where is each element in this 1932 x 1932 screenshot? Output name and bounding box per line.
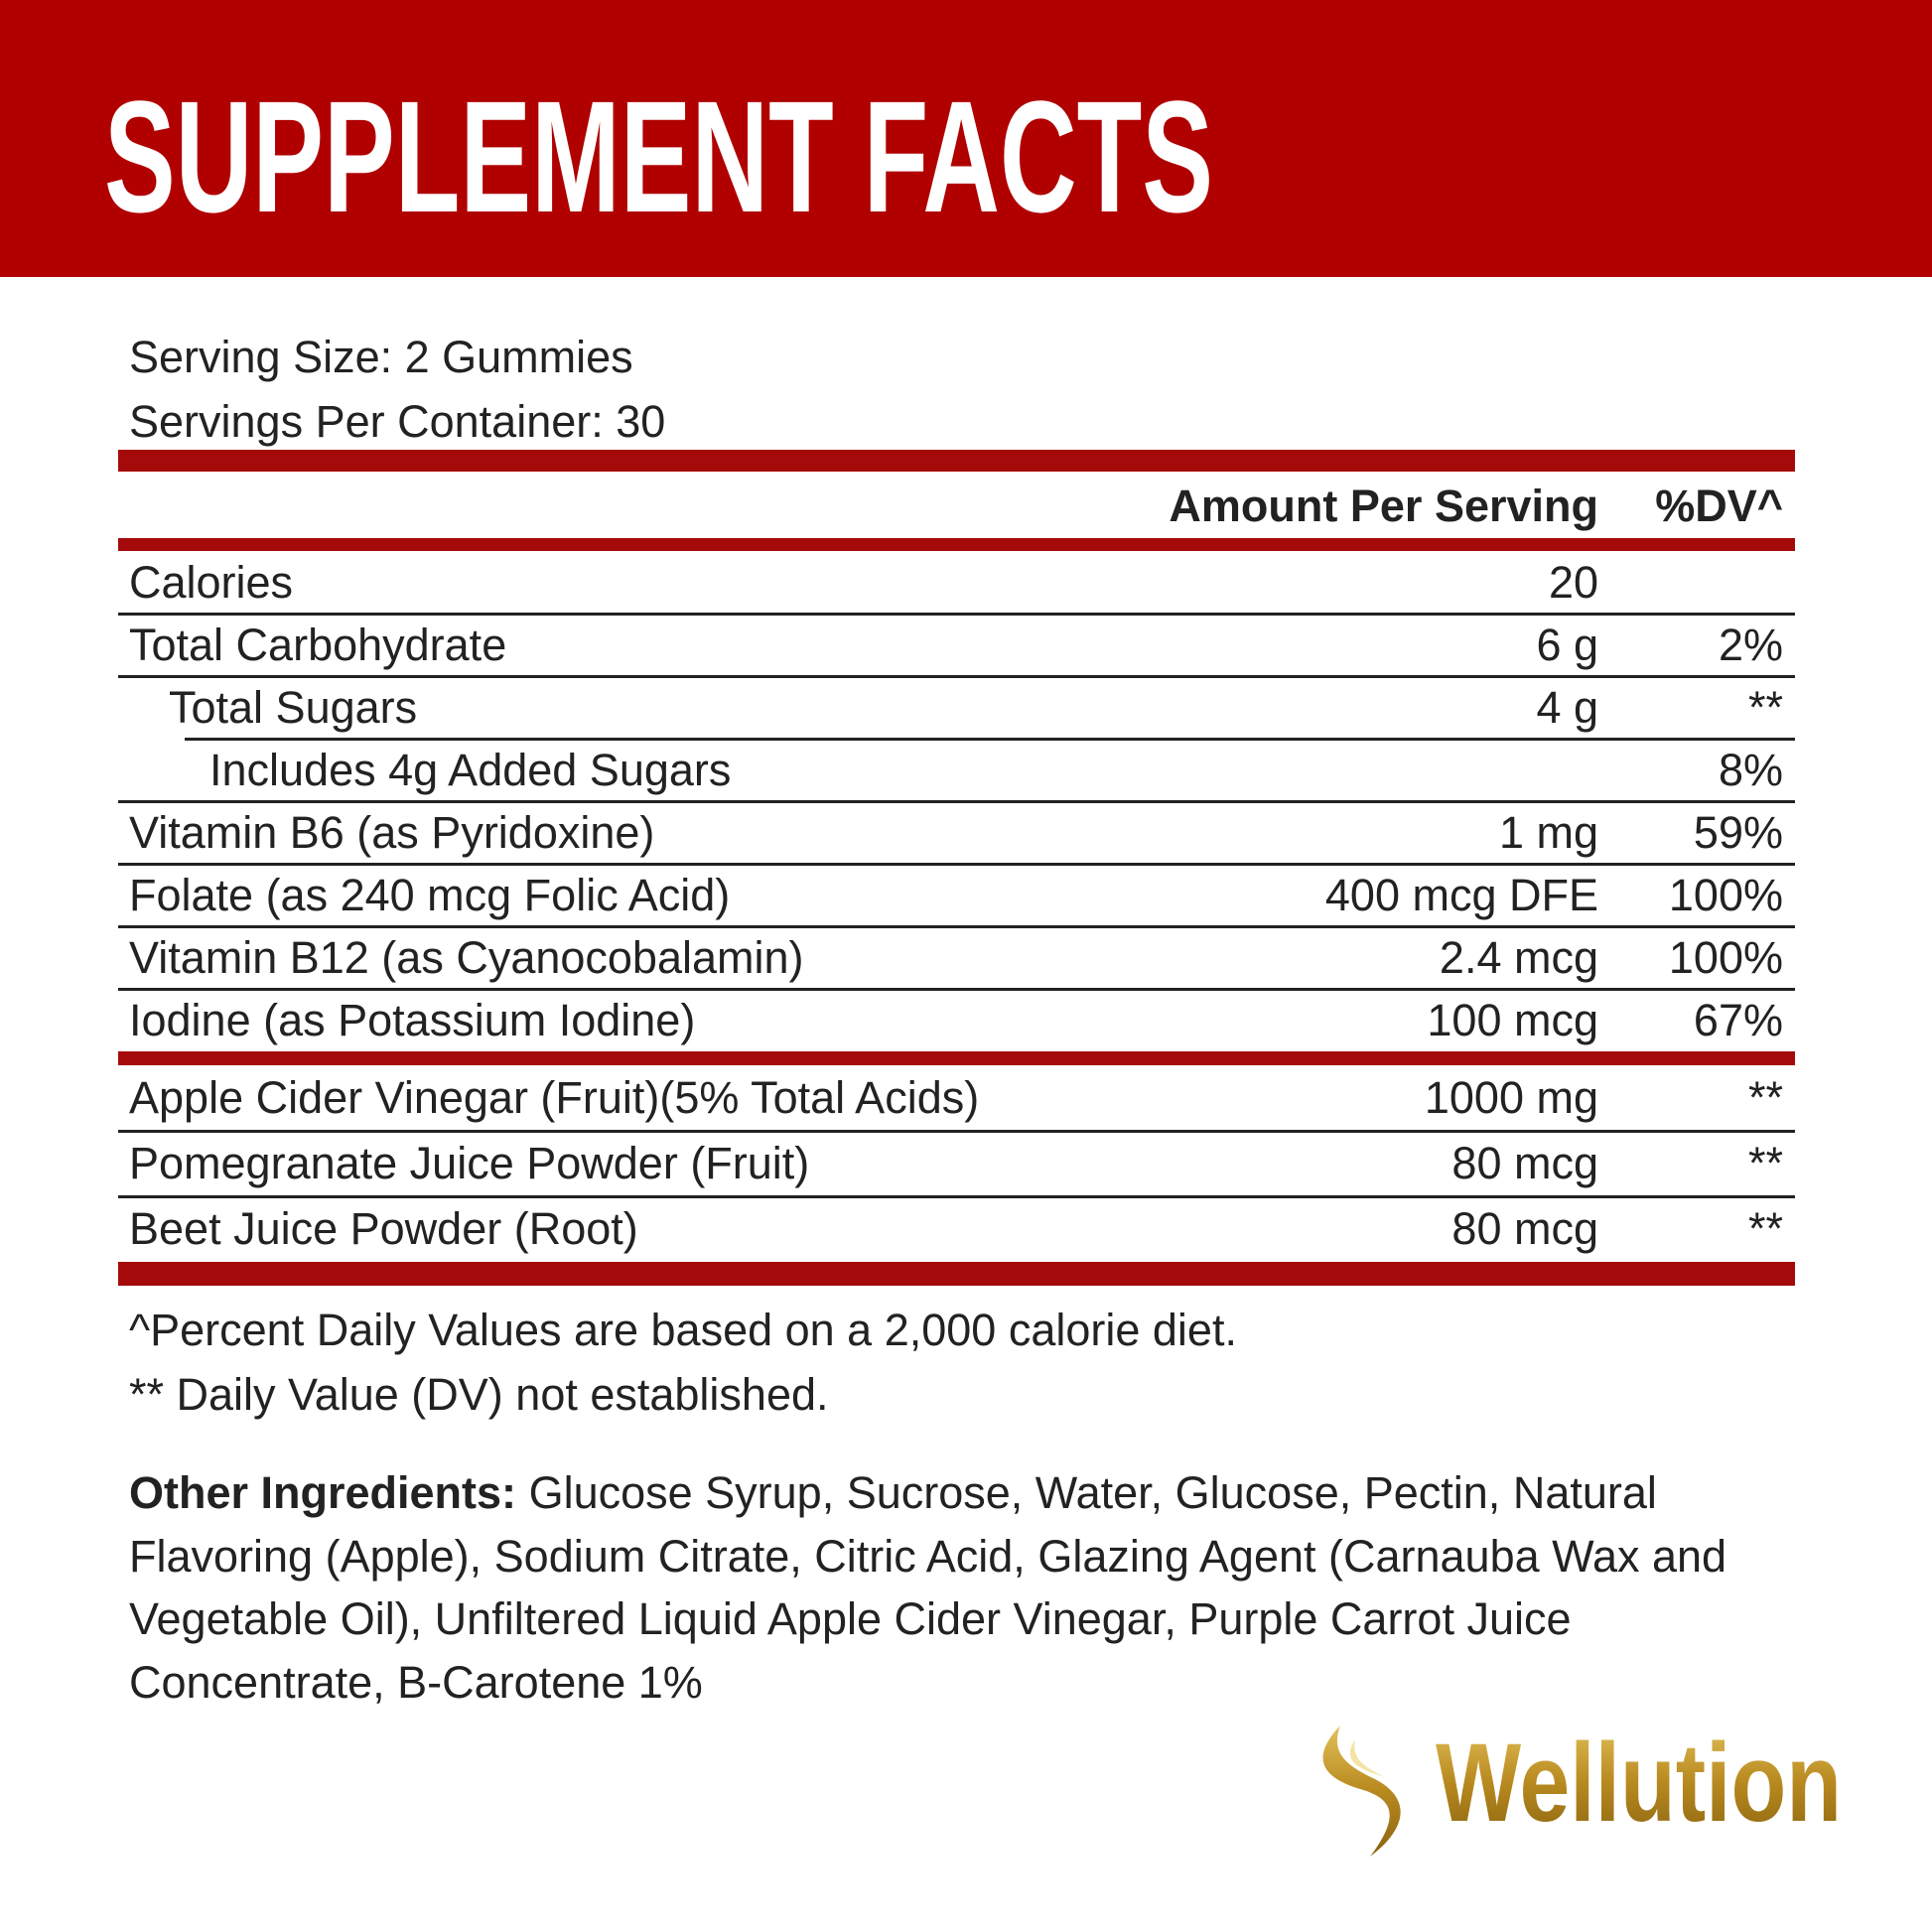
dv: 100% xyxy=(1668,932,1783,983)
nutrient: Total Sugars xyxy=(169,682,418,733)
row-line xyxy=(118,675,1795,678)
amount: 80 mcg xyxy=(1451,1138,1598,1188)
rule xyxy=(118,1262,1795,1286)
row: Beet Juice Powder (Root) 80 mcg ** xyxy=(0,1196,1932,1262)
row: Calories 20 xyxy=(0,551,1932,616)
table-header: Amount Per Serving %DV^ xyxy=(0,475,1932,537)
dv: ** xyxy=(1747,1072,1783,1123)
dv: ** xyxy=(1747,1138,1783,1188)
nutrient: Beet Juice Powder (Root) xyxy=(129,1203,638,1254)
logo-mark xyxy=(1322,1725,1401,1857)
row: Pomegranate Juice Powder (Fruit) 80 mcg ** xyxy=(0,1131,1932,1198)
amount: 6 g xyxy=(1536,620,1598,670)
row-line xyxy=(118,1130,1795,1133)
nutrient: Includes 4g Added Sugars xyxy=(209,745,732,795)
row: Includes 4g Added Sugars 8% xyxy=(0,739,1932,803)
row: Iodine (as Potassium Iodine) 100 mcg 67% xyxy=(0,989,1932,1051)
other-ingredients: Other Ingredients: Glucose Syrup, Sucros… xyxy=(129,1461,1777,1714)
amount: 2.4 mcg xyxy=(1439,932,1598,983)
dv: 100% xyxy=(1668,870,1783,920)
footnote: ** Daily Value (DV) not established. xyxy=(129,1369,829,1420)
nutrient: Vitamin B6 (as Pyridoxine) xyxy=(129,807,655,858)
row-line xyxy=(118,613,1795,616)
dv: 67% xyxy=(1693,995,1783,1045)
row: Apple Cider Vinegar (Fruit)(5% Total Aci… xyxy=(0,1065,1932,1133)
row: Folate (as 240 mcg Folic Acid) 400 mcg DF… xyxy=(0,864,1932,928)
dv: 8% xyxy=(1718,745,1783,795)
amount: 1 mg xyxy=(1498,807,1598,858)
dv-header: %DV^ xyxy=(1655,481,1783,531)
servings-per-container: Servings Per Container: 30 xyxy=(129,396,666,447)
row: Vitamin B12 (as Cyanocobalamin) 2.4 mcg 10… xyxy=(0,926,1932,991)
amount: 400 mcg DFE xyxy=(1324,870,1598,920)
amount-header: Amount Per Serving xyxy=(1169,481,1598,531)
row-line xyxy=(118,988,1795,991)
dv: ** xyxy=(1747,1203,1783,1254)
amount: 4 g xyxy=(1536,682,1598,733)
row-line xyxy=(118,925,1795,928)
nutrient: Folate (as 240 mcg Folic Acid) xyxy=(129,870,731,920)
rule xyxy=(118,538,1795,551)
amount: 100 mcg xyxy=(1427,995,1598,1045)
title: SUPPLEMENT FACTS xyxy=(104,68,1213,245)
row-line xyxy=(118,800,1795,803)
row: Total Sugars 4 g ** xyxy=(0,676,1932,741)
nutrient: Apple Cider Vinegar (Fruit)(5% Total Aci… xyxy=(129,1072,980,1123)
nutrient: Total Carbohydrate xyxy=(129,620,507,670)
rule xyxy=(118,450,1795,472)
serving-size: Serving Size: 2 Gummies xyxy=(129,332,633,382)
amount: 80 mcg xyxy=(1451,1203,1598,1254)
amount: 1000 mg xyxy=(1424,1072,1598,1123)
header-svg: SUPPLEMENT FACTS xyxy=(104,68,1213,245)
row-line xyxy=(118,1195,1795,1198)
nutrient: Pomegranate Juice Powder (Fruit) xyxy=(129,1138,810,1188)
rule xyxy=(118,1051,1795,1065)
other-ingredients-label: Other Ingredients: xyxy=(129,1467,517,1518)
other-ingredients-text: Glucose Syrup, Sucrose, Water, Glucose, … xyxy=(129,1467,1727,1708)
nutrient: Vitamin B12 (as Cyanocobalamin) xyxy=(129,932,804,983)
logo: Wellution xyxy=(1322,1721,1842,1857)
nutrient: Calories xyxy=(129,557,294,608)
dv: ** xyxy=(1747,682,1783,733)
amount: 20 xyxy=(1548,557,1598,608)
footnote: ^Percent Daily Values are based on a 2,0… xyxy=(129,1305,1237,1355)
row: Total Carbohydrate 6 g 2% xyxy=(0,614,1932,678)
row-line xyxy=(185,738,1795,741)
nutrient: Iodine (as Potassium Iodine) xyxy=(129,995,696,1045)
header-band: SUPPLEMENT FACTS xyxy=(0,0,1932,277)
dv: 2% xyxy=(1718,620,1783,670)
brand-name: Wellution xyxy=(1436,1721,1842,1845)
logo-mark xyxy=(1349,1739,1385,1777)
row-line xyxy=(118,863,1795,866)
row: Vitamin B6 (as Pyridoxine) 1 mg 59% xyxy=(0,801,1932,866)
dv: 59% xyxy=(1693,807,1783,858)
